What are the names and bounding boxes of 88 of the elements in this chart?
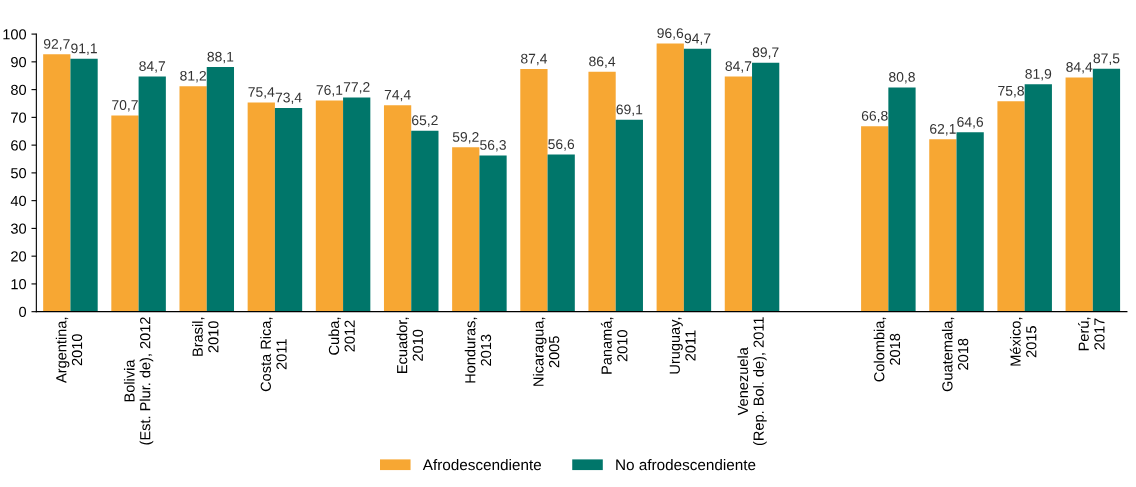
y-tick-label: 20 bbox=[11, 251, 27, 262]
bar bbox=[888, 87, 916, 312]
bar bbox=[615, 119, 643, 312]
x-tick-label: México, 2015 bbox=[1009, 317, 1037, 366]
x-tick-label: Costa Rica, 2011 bbox=[260, 317, 287, 392]
bar bbox=[70, 58, 98, 312]
bar bbox=[479, 155, 507, 312]
data-label: 87,4 bbox=[521, 53, 548, 66]
y-tick-label: 100 bbox=[3, 29, 27, 40]
x-tick-label: Brasil, 2010 bbox=[192, 317, 219, 356]
bar bbox=[861, 126, 889, 312]
data-label: 59,2 bbox=[452, 131, 479, 144]
data-label: 91,1 bbox=[71, 43, 97, 55]
bar bbox=[520, 69, 548, 312]
data-label: 65,2 bbox=[412, 115, 438, 127]
data-label: 75,4 bbox=[248, 87, 275, 99]
bar bbox=[206, 67, 235, 312]
x-tick-label: Bolivia (Est. Plur. de), 2012 bbox=[123, 317, 154, 445]
y-tick-label: 70 bbox=[11, 112, 27, 123]
data-label: 73,4 bbox=[275, 92, 302, 105]
x-tick-label: Nicaragua, 2005 bbox=[532, 317, 560, 386]
y-tick-label: 50 bbox=[10, 167, 27, 179]
y-tick-label: 30 bbox=[10, 223, 27, 234]
bar bbox=[274, 107, 303, 312]
data-label: 80,8 bbox=[889, 72, 915, 84]
data-label: 84,4 bbox=[1066, 62, 1093, 74]
bar bbox=[929, 139, 957, 312]
bar bbox=[179, 86, 207, 312]
data-label: 66,8 bbox=[861, 110, 888, 123]
x-tick-label: Argentina, 2010 bbox=[55, 317, 83, 383]
data-label: 86,4 bbox=[589, 56, 616, 68]
bar bbox=[43, 54, 71, 312]
y-tick-label: 80 bbox=[11, 84, 27, 96]
data-label: 89,7 bbox=[752, 47, 779, 59]
bar bbox=[956, 132, 984, 312]
x-tick-label: Ecuador, 2010 bbox=[396, 317, 423, 373]
data-label: 92,7 bbox=[43, 39, 70, 51]
data-label: 88,1 bbox=[207, 51, 234, 64]
y-tick-label: 90 bbox=[11, 56, 27, 68]
x-tick-label: Honduras, 2013 bbox=[464, 317, 492, 383]
bar bbox=[138, 76, 166, 312]
bar bbox=[1024, 84, 1052, 312]
bar bbox=[1092, 68, 1121, 312]
data-label: 62,1 bbox=[930, 123, 956, 136]
y-tick-label: 10 bbox=[11, 279, 27, 290]
data-label: 56,6 bbox=[548, 139, 575, 151]
bar bbox=[411, 130, 439, 312]
x-tick-label: Cuba, 2012 bbox=[328, 317, 355, 355]
x-tick-label: Perú, 2017 bbox=[1078, 317, 1105, 351]
data-label: 84,7 bbox=[725, 61, 752, 73]
bar bbox=[247, 102, 275, 312]
data-label: 70,7 bbox=[112, 100, 138, 112]
data-label: 94,7 bbox=[684, 33, 711, 45]
data-label: 87,5 bbox=[1093, 53, 1120, 65]
data-label: 64,6 bbox=[957, 117, 984, 129]
bar bbox=[315, 100, 344, 312]
bar bbox=[547, 154, 575, 312]
data-label: 75,8 bbox=[998, 85, 1024, 98]
data-label: 84,7 bbox=[139, 61, 166, 73]
y-tick-label: 40 bbox=[10, 195, 27, 207]
y-tick-label: 60 bbox=[11, 140, 27, 151]
data-label: 77,2 bbox=[343, 82, 370, 94]
data-label: 96,6 bbox=[657, 28, 684, 40]
bar bbox=[111, 115, 139, 312]
data-label: 74,4 bbox=[384, 89, 411, 102]
bar bbox=[383, 105, 412, 312]
x-tick-label: Uruguay, 2011 bbox=[669, 317, 696, 374]
x-tick-label: Venezuela (Rep. Bol. de), 2011 bbox=[737, 317, 767, 446]
bar bbox=[588, 71, 616, 312]
bar bbox=[452, 147, 480, 312]
bar bbox=[656, 43, 684, 312]
bar bbox=[343, 97, 371, 312]
x-tick-label: Panamá, 2010 bbox=[600, 317, 628, 374]
bar bbox=[1065, 77, 1093, 312]
bar bbox=[724, 76, 753, 312]
data-label: 56,3 bbox=[480, 140, 506, 152]
legend-label: No afrodescendiente bbox=[616, 459, 756, 471]
bar bbox=[683, 48, 712, 312]
x-tick-label: Guatemala, 2018 bbox=[941, 317, 969, 392]
data-label: 76,1 bbox=[316, 85, 343, 97]
bar bbox=[752, 62, 780, 312]
data-label: 81,9 bbox=[1025, 68, 1052, 81]
data-label: 69,1 bbox=[616, 104, 643, 116]
data-label: 81,2 bbox=[180, 70, 206, 83]
bar bbox=[997, 101, 1025, 312]
y-tick-label: 0 bbox=[19, 306, 27, 318]
x-tick-label: Colombia, 2018 bbox=[873, 317, 901, 382]
legend-label: Afrodescendiente bbox=[422, 459, 542, 471]
